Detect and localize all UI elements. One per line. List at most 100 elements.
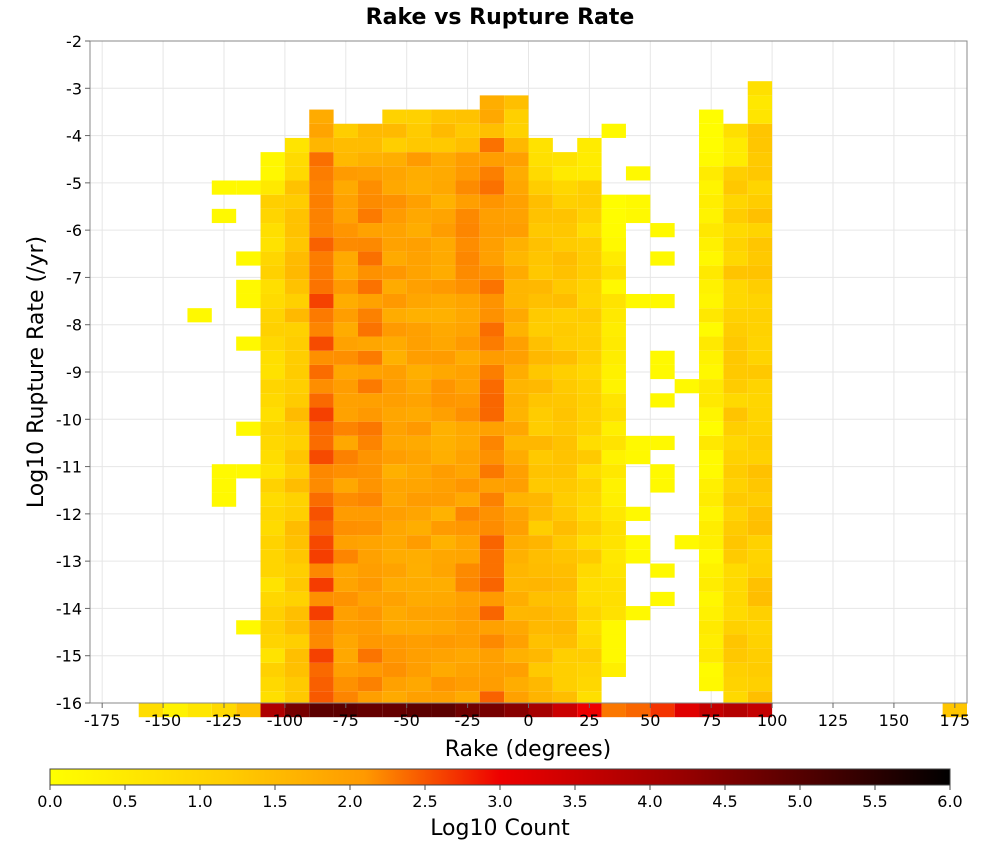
heatmap-cell	[479, 421, 505, 436]
heatmap-cell	[357, 180, 383, 195]
heatmap-cell	[723, 180, 748, 195]
heatmap-cell	[382, 563, 407, 578]
heatmap-cell	[260, 464, 285, 479]
heatmap-cell	[625, 293, 651, 309]
heatmap-cell	[552, 336, 578, 351]
heatmap-cell	[552, 379, 578, 394]
heatmap-cell	[479, 308, 505, 323]
heatmap-cell	[747, 81, 773, 96]
heatmap-cell	[333, 350, 358, 365]
heatmap-cell	[699, 492, 724, 507]
heatmap-cell	[382, 208, 407, 224]
heatmap-cell	[284, 180, 310, 195]
heatmap-cell	[504, 563, 529, 578]
heatmap-cell	[747, 703, 773, 718]
heatmap-cell	[577, 620, 602, 635]
heatmap-cell	[528, 265, 553, 280]
heatmap-cell	[260, 308, 285, 323]
heatmap-cell	[357, 421, 383, 436]
heatmap-cell	[284, 152, 310, 167]
heatmap-cell	[431, 421, 456, 436]
heatmap-cell	[309, 535, 334, 550]
heatmap-cell	[431, 308, 456, 323]
heatmap-cell	[601, 223, 626, 238]
heatmap-cell	[455, 350, 480, 365]
heatmap-cell	[455, 308, 480, 323]
heatmap-cell	[577, 577, 602, 592]
colorbar-tick-label: 4.0	[637, 792, 662, 811]
heatmap-cell	[747, 492, 773, 507]
heatmap-cell	[747, 549, 773, 564]
colorbar-tick-label: 4.5	[712, 792, 737, 811]
heatmap-cell	[431, 648, 456, 663]
heatmap-cell	[406, 506, 432, 521]
heatmap-cell	[723, 379, 748, 394]
heatmap-cell	[406, 137, 432, 153]
heatmap-cell	[723, 450, 748, 465]
colorbar-tick-label: 0.5	[112, 792, 137, 811]
heatmap-cell	[333, 265, 358, 280]
heatmap-cell	[284, 379, 310, 394]
heatmap-cell	[284, 308, 310, 323]
heatmap-cell	[699, 350, 724, 365]
heatmap-cell	[479, 379, 505, 394]
heatmap-cell	[333, 634, 358, 649]
heatmap-cell	[406, 648, 432, 663]
heatmap-cell	[479, 95, 505, 110]
heatmap-cell	[699, 662, 724, 677]
heatmap-cell	[577, 591, 602, 607]
x-tick-label: -125	[206, 711, 242, 730]
heatmap-cell	[284, 535, 310, 550]
heatmap-cell	[406, 379, 432, 394]
heatmap-cell	[284, 478, 310, 493]
heatmap-cell	[382, 464, 407, 479]
heatmap-cell	[382, 407, 407, 422]
heatmap-cell	[431, 435, 456, 451]
heatmap-cell	[504, 152, 529, 167]
heatmap-cell	[601, 606, 626, 621]
heatmap-cell	[577, 464, 602, 479]
heatmap-cell	[260, 506, 285, 521]
heatmap-cells	[138, 81, 967, 718]
heatmap-cell	[723, 166, 748, 181]
heatmap-cell	[747, 223, 773, 238]
colorbar-tick-label: 0.0	[37, 792, 62, 811]
heatmap-cell	[431, 109, 456, 124]
heatmap-cell	[552, 577, 578, 592]
heatmap-cell	[431, 152, 456, 167]
heatmap-cell	[333, 492, 358, 507]
heatmap-cell	[479, 166, 505, 181]
heatmap-cell	[723, 464, 748, 479]
heatmap-cell	[333, 577, 358, 592]
heatmap-cell	[260, 703, 285, 718]
heatmap-cell	[479, 350, 505, 365]
heatmap-cell	[260, 279, 285, 294]
heatmap-cell	[455, 364, 480, 380]
heatmap-cell	[504, 166, 529, 181]
heatmap-cell	[260, 563, 285, 578]
heatmap-cell	[309, 180, 334, 195]
heatmap-cell	[552, 606, 578, 621]
heatmap-cell	[723, 691, 748, 706]
heatmap-cell	[504, 137, 529, 153]
heatmap-cell	[382, 478, 407, 493]
heatmap-cell	[699, 123, 724, 138]
heatmap-cell	[552, 194, 578, 209]
heatmap-cell	[236, 421, 261, 436]
heatmap-cell	[625, 166, 651, 181]
heatmap-cell	[577, 293, 602, 309]
heatmap-cell	[333, 379, 358, 394]
heatmap-cell	[260, 223, 285, 238]
heatmap-cell	[284, 265, 310, 280]
heatmap-cell	[552, 662, 578, 677]
heatmap-cell	[406, 520, 432, 536]
heatmap-cell	[333, 435, 358, 451]
heatmap-cell	[577, 549, 602, 564]
heatmap-cell	[479, 180, 505, 195]
heatmap-cell	[577, 350, 602, 365]
heatmap-cell	[333, 208, 358, 224]
heatmap-cell	[577, 691, 602, 706]
heatmap-cell	[357, 279, 383, 294]
heatmap-cell	[699, 506, 724, 521]
